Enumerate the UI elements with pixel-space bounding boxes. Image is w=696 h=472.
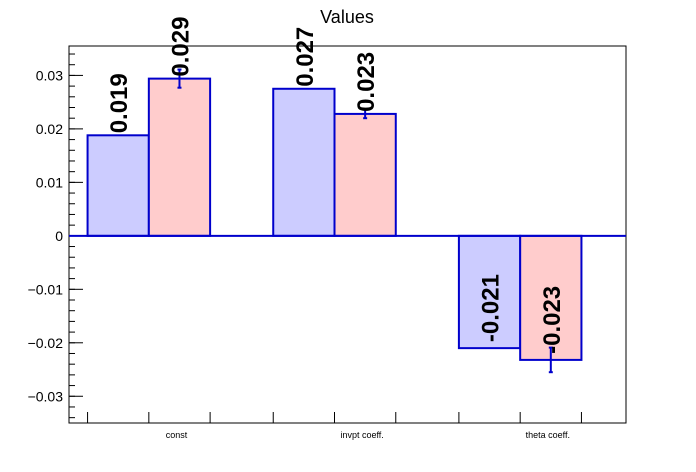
bar (333, 112, 397, 237)
data-label: 0.023 (353, 52, 380, 112)
bar (147, 77, 212, 237)
data-label: 0.027 (292, 27, 319, 87)
bars (86, 77, 583, 361)
category-label: theta coeff. (526, 430, 570, 440)
chart-title: Values (320, 7, 374, 27)
error-bars (177, 68, 553, 374)
data-label: -0.021 (478, 274, 505, 342)
data-label: -0.023 (539, 286, 566, 354)
y-tick-label: 0.02 (36, 121, 63, 137)
y-tick-label: 0 (55, 228, 63, 244)
bar (457, 234, 522, 350)
y-tick-label: −0.01 (28, 281, 64, 297)
data-label: 0.019 (106, 73, 133, 133)
category-label: invpt coeff. (340, 430, 383, 440)
y-tick-label: −0.02 (28, 335, 64, 351)
y-tick-label: −0.03 (28, 388, 64, 404)
data-labels: 0.019 0.027 -0.021 0.029 0.023 -0.023 (106, 17, 566, 354)
category-label: const (166, 430, 188, 440)
y-axis: −0.03 −0.02 −0.01 0 0.01 0.02 0.03 (28, 53, 83, 419)
bar (272, 87, 336, 237)
x-axis (87, 412, 582, 423)
bar (519, 234, 583, 361)
bar (86, 134, 150, 237)
y-tick-label: 0.03 (36, 67, 63, 83)
y-tick-label: 0.01 (36, 174, 63, 190)
category-labels: const invpt coeff. theta coeff. (166, 430, 570, 440)
data-label: 0.029 (167, 17, 194, 77)
